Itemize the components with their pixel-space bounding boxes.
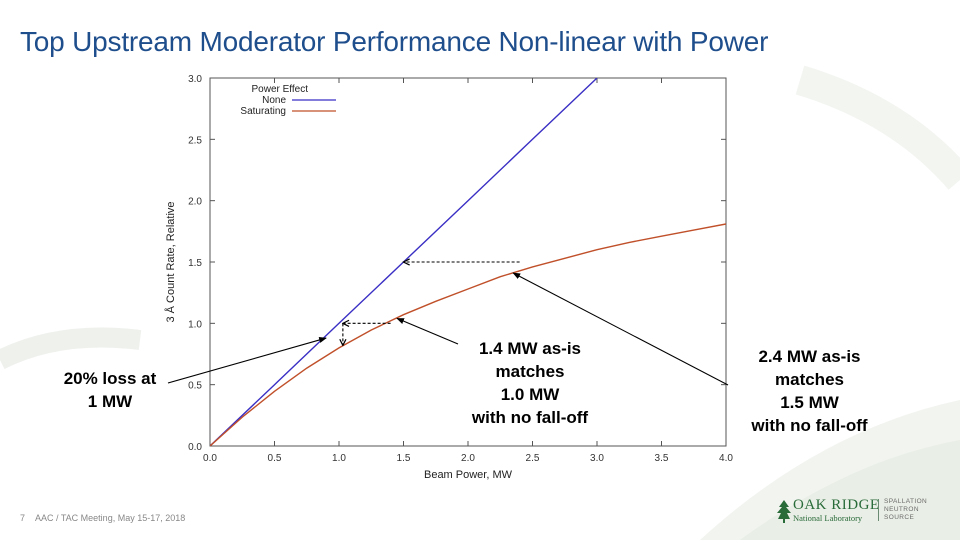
logo-sub-text: National Laboratory: [793, 513, 863, 523]
callout-middle: 1.4 MW as-is matches 1.0 MW with no fall…: [440, 337, 620, 429]
callout-right-line-1: 2.4 MW as-is: [758, 347, 861, 366]
x-tick-label: 3.5: [655, 453, 669, 464]
leaf-icon: [777, 500, 791, 523]
callout-middle-line-2: matches: [495, 362, 565, 381]
callout-right-line-2: matches: [775, 370, 844, 389]
legend-label-saturating: Saturating: [240, 106, 286, 117]
y-tick-label: 0.5: [188, 381, 202, 392]
callout-middle-pointer: [396, 317, 459, 345]
logo-divider: [878, 499, 879, 521]
y-tick-label: 3.0: [188, 74, 202, 85]
x-tick-label: 4.0: [719, 453, 733, 464]
y-tick-label: 1.5: [188, 258, 202, 269]
ornl-logo: OAK RIDGE National Laboratory SPALLATION…: [775, 496, 935, 526]
callout-right-pointer: [512, 272, 729, 386]
logo-sns-line-3: SOURCE: [884, 514, 915, 521]
series-line-saturating: [210, 223, 726, 446]
x-tick-label: 3.0: [590, 453, 604, 464]
callout-middle-line-4: with no fall-off: [471, 408, 589, 427]
legend-title: Power Effect: [251, 84, 308, 95]
callout-left-pointer: [167, 336, 327, 384]
logo-main-text: OAK RIDGE: [793, 497, 880, 513]
logo-sns-text: SPALLATION NEUTRON SOURCE: [884, 498, 927, 522]
y-tick-label: 1.0: [188, 319, 202, 330]
y-axis-label: 3 Å Count Rate, Relative: [164, 201, 177, 322]
x-tick-label: 0.5: [268, 453, 282, 464]
x-axis-label: Beam Power, MW: [424, 469, 513, 481]
x-tick-label: 2.0: [461, 453, 475, 464]
callout-right: 2.4 MW as-is matches 1.5 MW with no fall…: [722, 345, 897, 437]
legend-label-none: None: [262, 95, 286, 106]
x-tick-label: 2.5: [526, 453, 540, 464]
callout-middle-line-1: 1.4 MW as-is: [478, 339, 582, 358]
y-tick-label: 2.0: [188, 197, 202, 208]
y-tick-label: 2.5: [188, 135, 202, 146]
logo-sns-line-1: SPALLATION: [884, 498, 928, 505]
callout-left-line-2: 1 MW: [87, 392, 133, 411]
footer-text: AAC / TAC Meeting, May 15-17, 2018: [35, 513, 186, 523]
y-tick-label: 0.0: [188, 442, 202, 453]
slide-title: Top Upstream Moderator Performance Non-l…: [20, 26, 769, 57]
x-tick-label: 1.5: [397, 453, 411, 464]
callout-right-line-4: with no fall-off: [751, 416, 868, 435]
logo-sns-line-2: NEUTRON: [884, 506, 919, 513]
page-number: 7: [20, 513, 26, 523]
callout-right-line-3: 1.5 MW: [780, 393, 839, 412]
callout-left-line-1: 20% loss at: [63, 369, 157, 388]
callout-middle-line-3: 1.0 MW: [500, 385, 560, 404]
x-tick-label: 0.0: [203, 453, 217, 464]
callout-left: 20% loss at 1 MW: [40, 367, 180, 413]
x-tick-label: 1.0: [332, 453, 346, 464]
